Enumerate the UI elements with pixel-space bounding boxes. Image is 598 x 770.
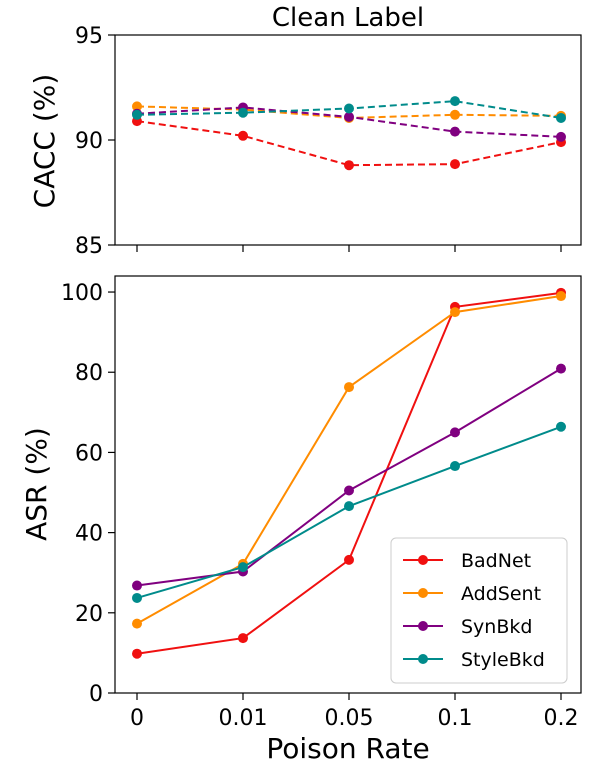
- top-y-tick-label: 90: [75, 129, 103, 154]
- top-series-layer: [132, 96, 566, 171]
- bottom-point-synbkd: [556, 363, 566, 374]
- bottom-x-tick-label: 0.05: [325, 706, 374, 731]
- top-point-stylebkd: [132, 109, 142, 120]
- bottom-y-axis-label: ASR (%): [20, 427, 53, 541]
- bottom-point-addsent: [132, 618, 142, 629]
- top-point-badnet: [238, 130, 248, 141]
- top-point-addsent: [450, 109, 460, 120]
- legend-box: [390, 537, 568, 684]
- legend-label-badnet: BadNet: [461, 550, 531, 572]
- bottom-point-addsent: [344, 382, 354, 393]
- bottom-y-tick-label: 80: [75, 361, 103, 386]
- bottom-x-tick-label: 0.1: [438, 706, 473, 731]
- top-y-tick-label: 85: [75, 234, 103, 259]
- top-axes: 85 90 95: [75, 24, 582, 259]
- bottom-axes: 0 20 40 60 80 100 0 0.01 0.05 0.1 0.2: [61, 275, 582, 731]
- top-point-badnet: [344, 160, 354, 171]
- top-point-stylebkd: [556, 112, 566, 123]
- top-point-stylebkd: [238, 107, 248, 118]
- bottom-y-tick-label: 60: [75, 441, 103, 466]
- legend: BadNet AddSent SynBkd StyleBkd: [390, 537, 568, 684]
- legend-marker-synbkd: [418, 621, 428, 631]
- top-point-synbkd: [450, 126, 460, 137]
- bottom-series-layer: [132, 287, 566, 659]
- bottom-y-tick-label: 0: [89, 682, 103, 707]
- bottom-x-tick-label: 0.2: [544, 706, 579, 731]
- top-series-line-badnet: [136, 120, 562, 167]
- top-point-stylebkd: [450, 96, 460, 107]
- bottom-plot-frame: [114, 275, 582, 694]
- top-point-addsent: [132, 101, 142, 112]
- bottom-point-stylebkd: [238, 562, 248, 573]
- legend-label-stylebkd: StyleBkd: [461, 649, 545, 671]
- x-axis-label: Poison Rate: [266, 732, 429, 765]
- top-panel-title: Clean Label: [272, 3, 424, 33]
- bottom-y-tick-label: 40: [75, 522, 103, 547]
- top-point-synbkd: [344, 111, 354, 122]
- bottom-x-tick-label: 0: [130, 706, 144, 731]
- bottom-point-addsent: [450, 307, 460, 318]
- bottom-point-synbkd: [344, 485, 354, 496]
- top-point-badnet: [450, 159, 460, 170]
- bottom-point-badnet: [344, 554, 354, 565]
- top-panel: Clean Label 85 90 95 CACC (%): [28, 3, 582, 259]
- bottom-point-stylebkd: [556, 421, 566, 432]
- bottom-panel: 0 20 40 60 80 100 0 0.01 0.05 0.1 0.2 ASR (%) Pois…: [20, 275, 582, 765]
- bottom-x-tick-label: 0.01: [219, 706, 268, 731]
- bottom-point-synbkd: [450, 427, 460, 438]
- bottom-point-badnet: [132, 648, 142, 659]
- bottom-y-tick-label: 100: [61, 281, 103, 306]
- top-plot-frame: [114, 34, 582, 246]
- bottom-point-synbkd: [132, 580, 142, 591]
- top-y-axis-label: CACC (%): [28, 74, 61, 209]
- top-y-tick-label: 95: [75, 24, 103, 49]
- bottom-point-stylebkd: [450, 461, 460, 472]
- bottom-point-stylebkd: [132, 592, 142, 603]
- legend-label-synbkd: SynBkd: [461, 616, 532, 638]
- bottom-point-stylebkd: [344, 501, 354, 512]
- legend-marker-badnet: [418, 555, 428, 565]
- bottom-point-badnet: [238, 633, 248, 644]
- top-point-synbkd: [556, 131, 566, 142]
- legend-marker-addsent: [418, 588, 428, 598]
- bottom-point-addsent: [556, 291, 566, 302]
- legend-label-addsent: AddSent: [461, 583, 541, 605]
- top-point-stylebkd: [344, 103, 354, 114]
- legend-marker-stylebkd: [418, 654, 428, 664]
- bottom-y-tick-label: 20: [75, 602, 103, 627]
